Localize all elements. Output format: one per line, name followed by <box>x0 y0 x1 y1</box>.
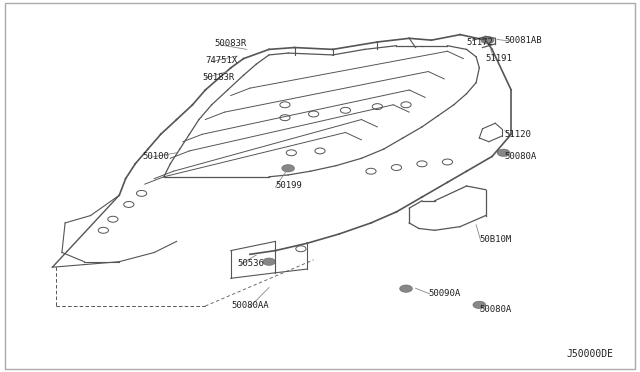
Text: 51120: 51120 <box>505 130 532 139</box>
Circle shape <box>481 36 494 44</box>
Text: 50090A: 50090A <box>428 289 461 298</box>
Text: 74751X: 74751X <box>205 56 237 65</box>
Text: 50080A: 50080A <box>505 152 537 161</box>
Text: 50183R: 50183R <box>202 73 234 81</box>
Text: 50080A: 50080A <box>479 305 511 314</box>
Text: 50080AA: 50080AA <box>231 301 269 311</box>
Text: 50199: 50199 <box>275 182 302 190</box>
Text: 51172: 51172 <box>467 38 493 46</box>
Text: 50100: 50100 <box>143 152 170 161</box>
Text: 51191: 51191 <box>486 54 513 63</box>
Circle shape <box>497 149 510 157</box>
Text: 50536: 50536 <box>237 259 264 268</box>
Text: J50000DE: J50000DE <box>566 349 613 359</box>
Text: 50083R: 50083R <box>215 39 247 48</box>
Circle shape <box>262 258 275 265</box>
Text: 50B10M: 50B10M <box>479 235 511 244</box>
Circle shape <box>399 285 412 292</box>
Circle shape <box>282 164 294 172</box>
Text: 50081AB: 50081AB <box>505 36 543 45</box>
Circle shape <box>473 301 486 309</box>
